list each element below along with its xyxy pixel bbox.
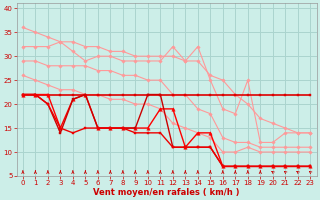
X-axis label: Vent moyen/en rafales ( km/h ): Vent moyen/en rafales ( km/h ) xyxy=(93,188,240,197)
